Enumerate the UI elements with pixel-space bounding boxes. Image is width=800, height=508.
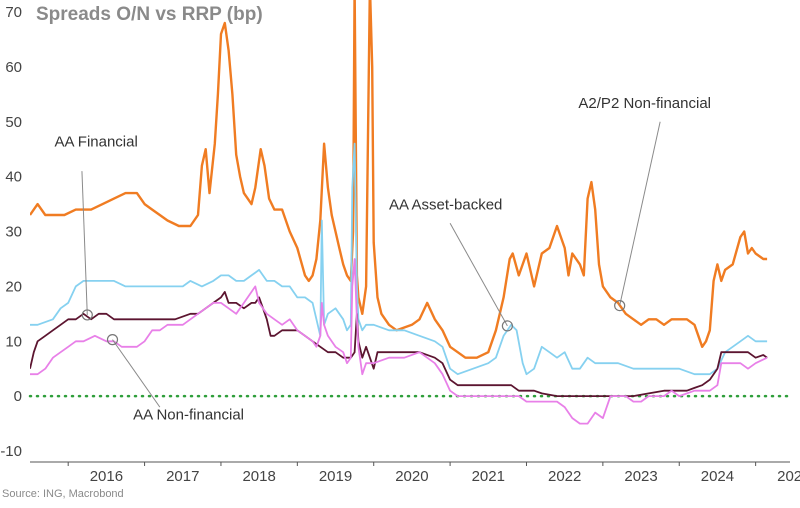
y-tick-label: 30 bbox=[5, 224, 22, 241]
series-line-aa-non-financial bbox=[30, 258, 768, 425]
annotation-marker-a2-p2-non-financial bbox=[614, 299, 626, 312]
y-tick-label: 0 bbox=[14, 388, 22, 405]
annotation-leader-aa-financial bbox=[81, 171, 88, 315]
x-tick-label: 2020 bbox=[395, 468, 428, 485]
source-note: Source: ING, Macrobond bbox=[2, 488, 124, 500]
chart-title: Spreads O/N vs RRP (bp) bbox=[36, 4, 263, 25]
annotation-label-aa-non-financial: AA Non-financial bbox=[133, 407, 244, 424]
x-tick-label: 2022 bbox=[548, 468, 581, 485]
y-tick-label: -10 bbox=[0, 443, 22, 460]
y-tick-label: 40 bbox=[5, 169, 22, 186]
series-line-a2-p2-non-financial bbox=[30, 0, 768, 359]
y-tick-label: 70 bbox=[5, 4, 22, 21]
x-tick-label: 2017 bbox=[166, 468, 199, 485]
y-tick-label: 60 bbox=[5, 59, 22, 76]
y-tick-label: 20 bbox=[5, 278, 22, 295]
series-line-aa-financial bbox=[30, 291, 768, 397]
annotation-leader-a2-p2-non-financial bbox=[619, 121, 661, 306]
x-tick-label: 2018 bbox=[242, 468, 275, 485]
series-line-aa-asset-backed bbox=[30, 142, 768, 376]
x-tick-label: 2019 bbox=[319, 468, 352, 485]
annotation-leader-aa-non-financial bbox=[112, 339, 161, 408]
annotation-marker-aa-non-financial bbox=[106, 334, 119, 346]
y-tick-label: 50 bbox=[5, 114, 22, 131]
annotation-label-aa-asset-backed: AA Asset-backed bbox=[389, 197, 502, 214]
x-tick-label: 2016 bbox=[90, 468, 123, 485]
x-tick-label: 2023 bbox=[624, 468, 657, 485]
x-tick-label: 2021 bbox=[472, 468, 505, 485]
annotation-label-aa-financial: AA Financial bbox=[54, 133, 137, 150]
y-tick-label: 10 bbox=[5, 333, 22, 350]
x-tick-label: 2025 bbox=[777, 468, 800, 485]
annotation-marker-aa-asset-backed bbox=[501, 320, 513, 332]
annotation-leader-aa-asset-backed bbox=[449, 223, 508, 327]
annotation-marker-aa-financial bbox=[81, 309, 93, 321]
x-tick-label: 2024 bbox=[701, 468, 734, 485]
annotation-label-a2-p2-non-financial: A2/P2 Non-financial bbox=[578, 95, 711, 112]
